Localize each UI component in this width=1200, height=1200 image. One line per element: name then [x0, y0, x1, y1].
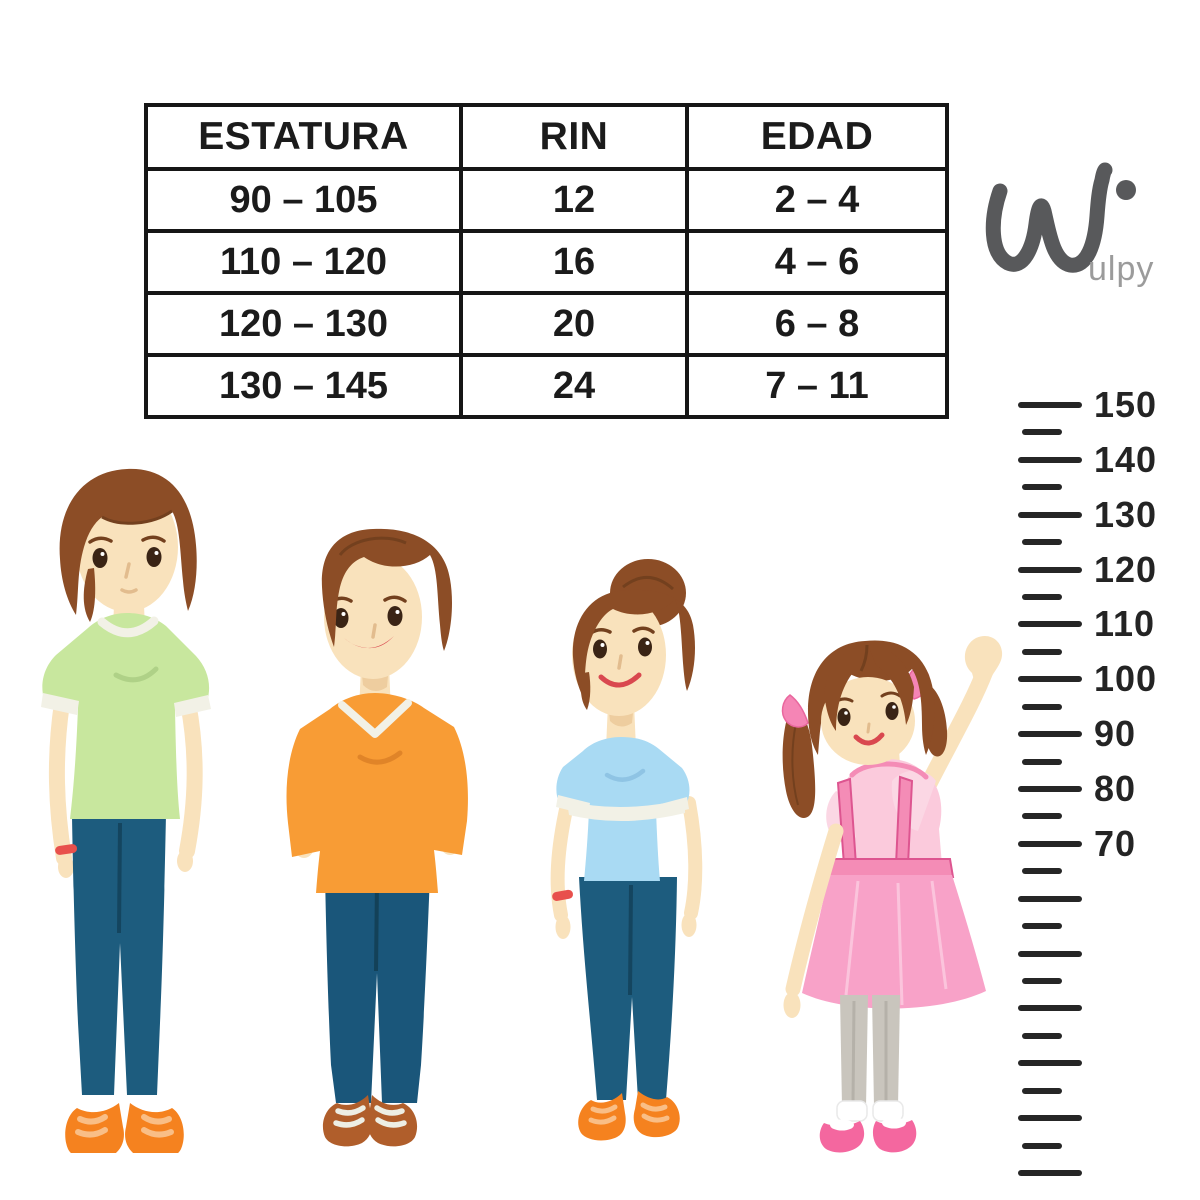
- ruler-label: 120: [1094, 548, 1158, 590]
- ruler-minor-tick: [1022, 758, 1062, 765]
- ruler-minor-tick: [1022, 923, 1062, 930]
- figure1-arms: [48, 695, 203, 878]
- size-table: ESTATURA RIN EDAD 90 – 105 12 2 – 4 110 – 120…: [144, 103, 949, 419]
- figure3-shirt: [556, 737, 690, 881]
- ruler-major-tick: [1018, 402, 1082, 408]
- figure4-hair-front: [824, 644, 914, 731]
- ruler-label: 110: [1094, 603, 1156, 645]
- size-table-row: 130 – 145 24 7 – 11: [144, 353, 949, 419]
- figure1-jeans: [72, 815, 166, 1095]
- child-figure-girl-pink: [781, 635, 1003, 1153]
- ruler-label: 90: [1094, 713, 1137, 755]
- ruler-minor-tick: [1022, 1142, 1062, 1149]
- figure3-hair: [572, 589, 695, 710]
- figure1-bracelet: [55, 844, 78, 855]
- size-table-row: 120 – 130 20 6 – 8: [144, 291, 949, 357]
- figure3-jeans: [579, 877, 677, 1100]
- figure4-skirt: [802, 875, 986, 1009]
- size-table-cell: 24: [459, 353, 689, 419]
- ruler-major-tick: [1018, 456, 1082, 463]
- logo-text: ulpy: [1088, 250, 1154, 288]
- ruler-major-tick: [1018, 840, 1082, 847]
- figure4-face: [821, 677, 915, 765]
- ruler-major-tick: [1018, 566, 1082, 573]
- size-table-cell: 90 – 105: [144, 167, 463, 233]
- figure3-arms: [550, 796, 703, 939]
- size-table-cell: 120 – 130: [144, 291, 463, 357]
- figure4-legs: [840, 995, 900, 1107]
- child-figure-teen-green: [41, 468, 211, 1153]
- size-table-cell: 2 – 4: [685, 167, 949, 233]
- figure4-left-arm: [783, 823, 844, 1018]
- ruler-minor-tick: [1022, 703, 1062, 710]
- ruler-minor-tick: [1022, 429, 1062, 436]
- size-table-cell: 16: [459, 229, 689, 295]
- ruler-major-tick: [1018, 1170, 1082, 1177]
- size-table-cell: 20: [459, 291, 689, 357]
- ruler-major-tick: [1018, 1060, 1082, 1067]
- ruler-label: 150: [1094, 384, 1158, 425]
- figure1-shirt: [41, 613, 211, 819]
- size-table-row: 90 – 105 12 2 – 4: [144, 167, 949, 233]
- ruler-major-tick: [1018, 950, 1082, 957]
- ruler-major-tick: [1018, 621, 1082, 628]
- size-table-row: 110 – 120 16 4 – 6: [144, 229, 949, 295]
- figure2-shoes: [322, 1095, 418, 1147]
- ruler-label: 80: [1094, 768, 1137, 810]
- figure2-hair: [321, 528, 452, 651]
- child-figure-girl-blue: [550, 559, 703, 1141]
- ruler-label: 100: [1094, 658, 1158, 700]
- figure3-shoes: [578, 1091, 680, 1141]
- wulpy-logo: ulpy: [983, 158, 1178, 293]
- figure2-jeans: [325, 873, 430, 1103]
- ruler-label: 70: [1094, 822, 1137, 864]
- ruler-major-tick: [1018, 1115, 1082, 1122]
- height-ruler: 150 140 130 120 110 100 90 80 70: [1018, 384, 1188, 1187]
- ruler-minor-tick: [1022, 1087, 1062, 1094]
- size-table-cell: 6 – 8: [685, 291, 949, 357]
- size-table-header-cell: ESTATURA: [144, 103, 463, 171]
- figure2-face: [324, 555, 422, 679]
- ruler-minor-tick: [1022, 539, 1062, 546]
- ruler-minor-tick: [1022, 1032, 1062, 1039]
- ruler-minor-tick: [1022, 978, 1062, 985]
- figure1-shoes: [65, 1103, 184, 1153]
- size-table-header-row: ESTATURA RIN EDAD: [144, 103, 949, 171]
- figure4-socks: [836, 1100, 904, 1122]
- figure4-shoes: [819, 1117, 917, 1153]
- size-table-cell: 7 – 11: [685, 353, 949, 419]
- size-table-cell: 4 – 6: [685, 229, 949, 295]
- ruler-label: 140: [1094, 438, 1158, 480]
- ruler-major-tick: [1018, 731, 1082, 738]
- logo-w-glyph: [985, 162, 1136, 273]
- ruler-minor-tick: [1022, 484, 1062, 491]
- size-table-header-cell: EDAD: [685, 103, 949, 171]
- ruler-minor-tick: [1022, 868, 1062, 875]
- ruler-label: 130: [1094, 493, 1158, 535]
- size-table-cell: 12: [459, 167, 689, 233]
- ruler-major-tick: [1018, 676, 1082, 683]
- ruler-minor-tick: [1022, 813, 1062, 820]
- ruler-minor-tick: [1022, 648, 1062, 655]
- size-table-cell: 110 – 120: [144, 229, 463, 295]
- child-figure-boy-orange: [286, 528, 468, 1147]
- figure2-shirt: [286, 693, 468, 893]
- figure3-bracelet: [552, 889, 573, 901]
- figure4-left-pigtail: [781, 694, 816, 819]
- ruler-major-tick: [1018, 511, 1082, 518]
- figure1-hair: [59, 468, 197, 622]
- ruler-major-tick: [1018, 895, 1082, 902]
- ruler-major-tick: [1018, 1005, 1082, 1012]
- ruler-minor-tick: [1022, 594, 1062, 600]
- logo-dot: [1116, 180, 1136, 200]
- ruler-major-tick: [1018, 786, 1082, 793]
- size-table-header-cell: RIN: [459, 103, 689, 171]
- size-table-cell: 130 – 145: [144, 353, 463, 419]
